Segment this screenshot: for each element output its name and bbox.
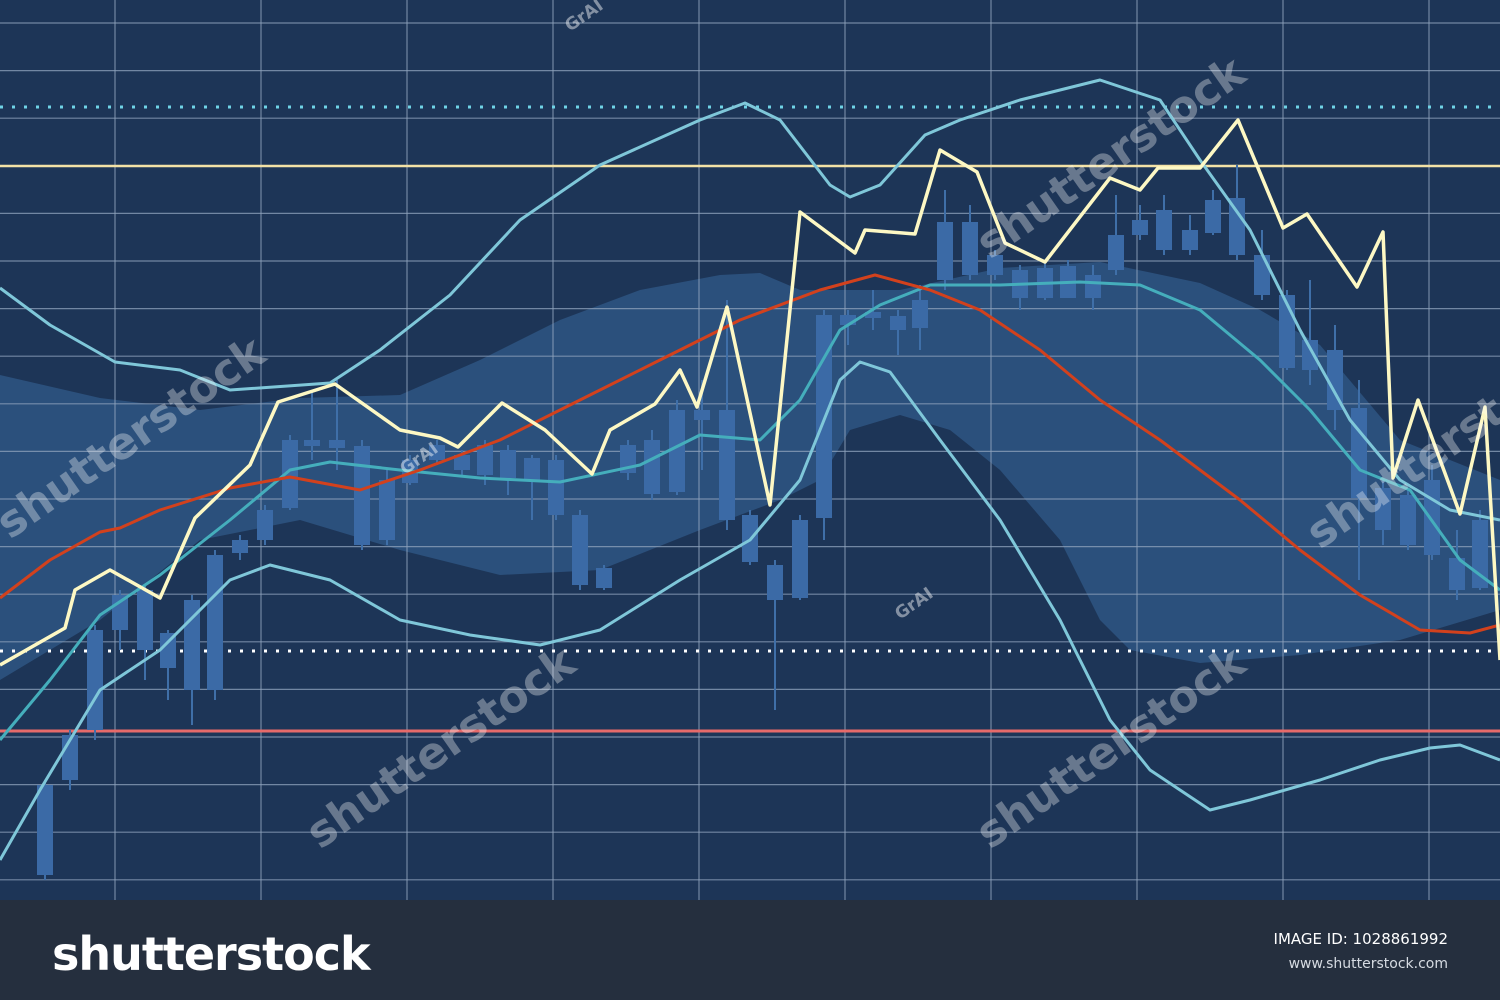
candle-body xyxy=(912,300,928,328)
candle-body xyxy=(429,445,445,460)
candle-body xyxy=(329,440,345,448)
band-area xyxy=(0,262,1500,680)
candle-body xyxy=(669,410,685,492)
image-id: IMAGE ID: 1028861992 xyxy=(1274,930,1448,948)
footer-url: www.shutterstock.com xyxy=(1289,956,1448,972)
candle-body xyxy=(719,410,735,520)
footer-logo: shutterstock xyxy=(52,927,372,981)
candle-body xyxy=(207,555,223,690)
candle-body xyxy=(232,540,248,553)
footer xyxy=(0,900,1500,1000)
candle-body xyxy=(87,630,103,730)
candle-body xyxy=(524,458,540,480)
moving-average-line xyxy=(0,273,1500,635)
candle-body xyxy=(962,222,978,275)
candle-body xyxy=(500,450,516,478)
candle-body xyxy=(644,440,660,494)
candle-body xyxy=(477,445,493,475)
candle-body xyxy=(890,316,906,330)
candle-body xyxy=(865,312,881,318)
candle-body xyxy=(1375,488,1391,530)
candle-body xyxy=(1085,275,1101,298)
candle-body xyxy=(137,590,153,650)
candle-body xyxy=(767,565,783,600)
candle-body xyxy=(1205,200,1221,233)
candles xyxy=(37,165,1488,880)
candle-body xyxy=(354,446,370,545)
lines xyxy=(0,78,1500,861)
candle-body xyxy=(1400,495,1416,545)
candle-body xyxy=(987,255,1003,275)
candle-body xyxy=(1254,255,1270,295)
upper-band-line xyxy=(0,78,1500,522)
candle-body xyxy=(840,315,856,325)
candle-body xyxy=(379,480,395,540)
candle-body xyxy=(37,785,53,875)
candle-body xyxy=(548,460,564,515)
candle-body xyxy=(1424,480,1440,555)
candle-body xyxy=(1156,210,1172,250)
candle-body xyxy=(937,222,953,280)
candle-body xyxy=(160,633,176,668)
candle-body xyxy=(1351,408,1367,498)
candle-body xyxy=(572,515,588,585)
candle-body xyxy=(1449,558,1465,590)
lower-band-line xyxy=(0,360,1500,861)
candle-body xyxy=(1108,235,1124,270)
candle-body xyxy=(282,440,298,508)
middle-line xyxy=(0,280,1500,741)
candle-body xyxy=(1229,198,1245,255)
candle-body xyxy=(257,510,273,540)
candle-body xyxy=(304,440,320,446)
candle-body xyxy=(1327,350,1343,410)
candle-body xyxy=(454,455,470,470)
candle-body xyxy=(1182,230,1198,250)
candle-body xyxy=(694,410,710,420)
candle-body xyxy=(792,520,808,598)
candle-body xyxy=(1132,220,1148,235)
candle-body xyxy=(1302,340,1318,370)
candle-body xyxy=(596,568,612,588)
price-line xyxy=(0,118,1500,667)
